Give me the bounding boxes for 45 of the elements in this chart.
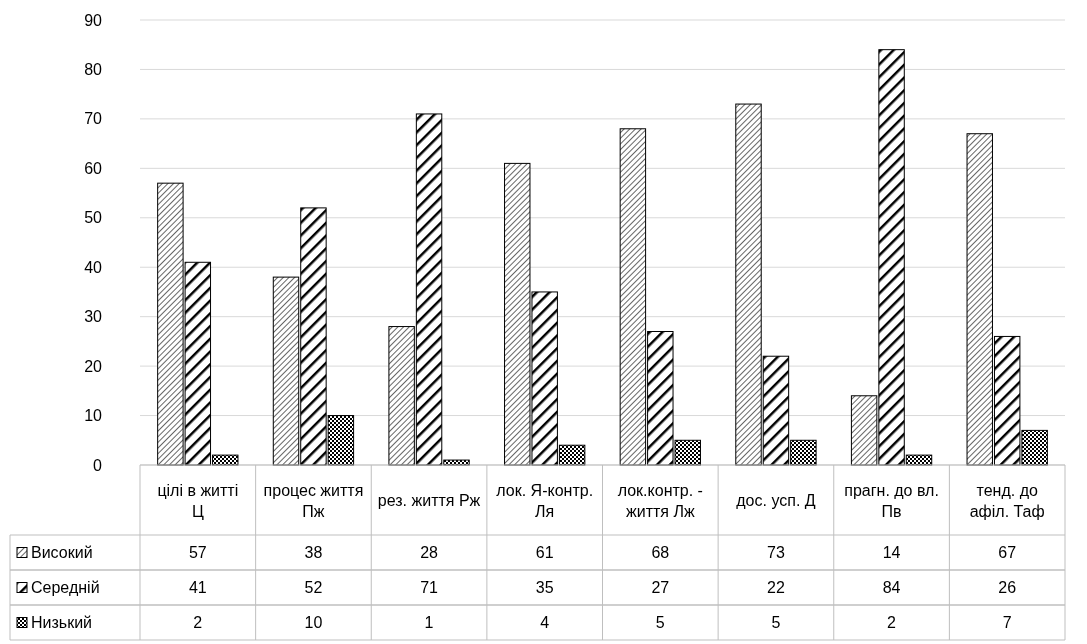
data-label: 27	[651, 579, 670, 597]
data-label: 35	[535, 579, 554, 597]
y-tick-label: 80	[84, 61, 103, 79]
data-label: 57	[188, 544, 207, 562]
x-tick-label: цілі в житті Ц	[157, 481, 239, 520]
data-label: 73	[767, 544, 785, 562]
y-tick-label: 40	[84, 258, 103, 276]
y-tick-label: 30	[84, 308, 103, 326]
y-tick-label: 10	[84, 407, 103, 425]
data-label: 71	[420, 579, 439, 597]
data-label: 14	[882, 544, 901, 562]
data-label: 2	[193, 614, 203, 632]
x-tick-label: лок.контр. -життя Лж	[617, 481, 703, 520]
legend-label: Високий	[31, 544, 93, 562]
data-label: 26	[998, 579, 1017, 597]
x-tick-label: процес життя Пж	[263, 481, 364, 520]
x-tick-label: тенд. до афіл. Таф	[969, 481, 1045, 520]
data-label: 5	[771, 614, 781, 632]
x-tick-label: прагн. до вл. Пв	[844, 481, 939, 520]
x-tick-label: дос. усп. Д	[736, 491, 816, 509]
data-label: 5	[655, 614, 665, 632]
data-label: 41	[188, 579, 207, 597]
y-tick-label: 50	[84, 209, 103, 227]
data-label: 52	[304, 579, 323, 597]
x-tick-label: рез. життя Рж	[377, 491, 481, 509]
data-label: 84	[882, 579, 901, 597]
data-label: 4	[540, 614, 550, 632]
legend-label: Низький	[31, 614, 93, 632]
data-label: 1	[424, 614, 434, 632]
y-tick-label: 0	[93, 456, 103, 474]
y-tick-label: 90	[84, 11, 103, 29]
data-label: 61	[535, 544, 554, 562]
y-tick-label: 70	[84, 110, 103, 128]
data-label: 67	[998, 544, 1017, 562]
data-label: 28	[420, 544, 439, 562]
y-tick-label: 60	[84, 159, 103, 177]
data-label: 2	[887, 614, 897, 632]
data-label: 68	[651, 544, 670, 562]
data-label: 7	[1002, 614, 1012, 632]
data-label: 10	[304, 614, 323, 632]
data-label: 22	[767, 579, 785, 597]
x-tick-label: лок. Я-контр. Ля	[496, 481, 594, 520]
data-label: 38	[304, 544, 323, 562]
y-tick-label: 20	[84, 357, 103, 375]
legend-label: Середній	[31, 579, 100, 597]
